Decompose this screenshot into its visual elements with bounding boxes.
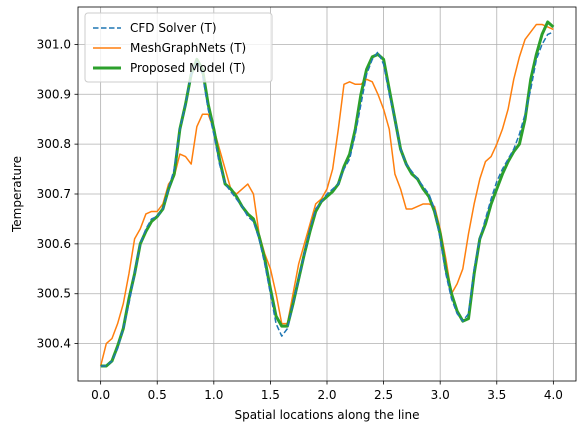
x-tick-label: 1.0	[204, 388, 223, 402]
y-axis-label: Temperature	[10, 156, 24, 233]
x-tick-label: 3.0	[431, 388, 450, 402]
x-tick-label: 4.0	[544, 388, 563, 402]
x-tick-label: 2.0	[317, 388, 336, 402]
x-tick-label: 1.5	[261, 388, 280, 402]
x-tick-label: 0.0	[91, 388, 110, 402]
y-tick-label: 300.5	[37, 287, 71, 301]
y-tick-label: 300.4	[37, 337, 71, 351]
legend: CFD Solver (T) MeshGraphNets (T) Propose…	[84, 12, 273, 83]
x-tick-label: 3.5	[487, 388, 506, 402]
series-lines	[99, 20, 555, 368]
y-tick-label: 300.7	[37, 187, 71, 201]
series-line-cfd-solver	[100, 31, 554, 367]
x-axis-label: Spatial locations along the line	[234, 408, 419, 422]
y-tick-label: 300.8	[37, 137, 71, 151]
y-tick-label: 301.0	[37, 37, 71, 51]
x-axis-ticks: 0.0 0.5 1.0 1.5 2.0 2.5 3.0 3.5 4.0	[91, 381, 563, 402]
legend-label-proposed: Proposed Model (T)	[130, 61, 246, 75]
y-tick-label: 300.9	[37, 87, 71, 101]
y-tick-label: 300.6	[37, 237, 71, 251]
x-tick-label: 2.5	[374, 388, 393, 402]
legend-label-cfd: CFD Solver (T)	[130, 21, 217, 35]
y-axis-ticks: 300.4 300.5 300.6 300.7 300.8 300.9 301.0	[37, 37, 78, 351]
x-tick-label: 0.5	[148, 388, 167, 402]
legend-label-meshgraphnets: MeshGraphNets (T)	[130, 41, 246, 55]
legend-box	[84, 12, 273, 83]
